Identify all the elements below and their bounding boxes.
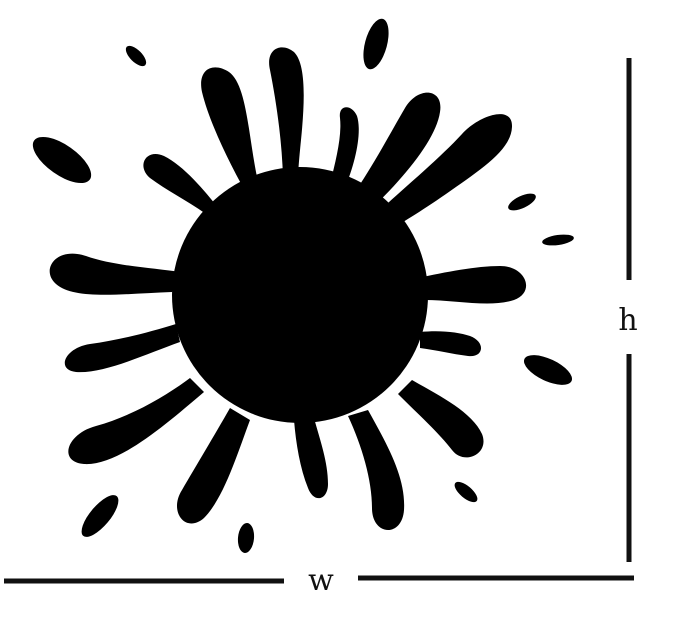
splat-arm xyxy=(376,114,512,232)
splat-arm xyxy=(201,67,262,206)
splat-arm xyxy=(49,253,180,295)
splat-droplet xyxy=(81,495,119,537)
splat-arm xyxy=(177,408,250,524)
splat-arm xyxy=(418,266,527,304)
splat-droplet xyxy=(363,18,389,70)
splat-droplet xyxy=(237,523,255,553)
splat-arm xyxy=(330,107,359,190)
height-dimension: h xyxy=(618,58,638,562)
splat-droplet xyxy=(523,355,573,385)
splat-droplet xyxy=(542,234,574,246)
width-dimension: w xyxy=(4,563,634,598)
splat-droplet xyxy=(508,193,536,211)
splat-arm xyxy=(352,92,441,210)
splat-arm xyxy=(294,418,328,499)
height-label: h xyxy=(618,303,637,338)
splat-arm xyxy=(348,410,405,531)
width-label: w xyxy=(308,563,334,598)
splat-droplet xyxy=(454,481,478,503)
splat-arm xyxy=(64,324,180,373)
splat-arm xyxy=(68,378,205,465)
splat-arm xyxy=(269,47,304,182)
splat-droplet xyxy=(32,136,92,184)
ink-splat xyxy=(32,18,574,553)
splat-core xyxy=(172,167,428,423)
splat-arm xyxy=(398,380,484,458)
splat-arm xyxy=(143,154,220,214)
splat-droplet xyxy=(125,45,147,67)
splat-arm xyxy=(420,331,482,357)
